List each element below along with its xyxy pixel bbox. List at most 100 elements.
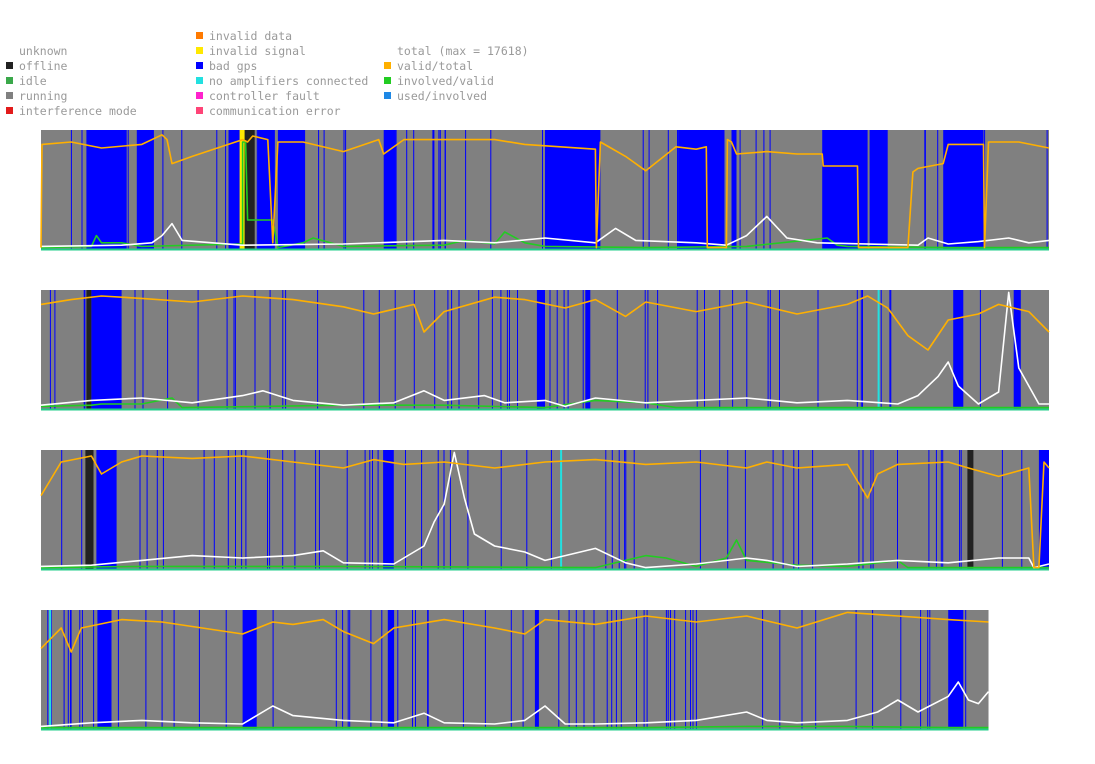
- bad-gps-marker: [685, 610, 687, 730]
- bad-gps-marker: [167, 290, 169, 410]
- bad-gps-marker: [509, 290, 510, 410]
- bad-gps-marker: [739, 130, 741, 250]
- bad-gps-marker: [83, 290, 85, 410]
- bad-gps-marker: [449, 450, 451, 570]
- bad-gps-marker: [732, 290, 734, 410]
- bad-gps-marker: [233, 290, 235, 410]
- legend-swatch: [6, 62, 13, 69]
- bad-gps-marker: [70, 130, 72, 250]
- bad-gps-marker: [567, 290, 569, 410]
- legend-label: running: [19, 89, 68, 103]
- bad-gps-marker: [443, 450, 445, 570]
- bad-gps-marker: [582, 290, 584, 410]
- bad-gps-marker: [625, 450, 627, 570]
- bad-gps-marker: [269, 290, 271, 410]
- bad-gps-marker: [234, 290, 236, 410]
- bad-gps-marker: [648, 130, 650, 250]
- bad-gps-marker: [696, 290, 698, 410]
- no-amplifiers-segment: [877, 290, 880, 410]
- bad-gps-marker: [924, 130, 926, 250]
- bad-gps-marker: [81, 610, 83, 730]
- bad-gps-marker: [872, 610, 874, 730]
- legend-item-total-max-17618-: total (max = 17618): [384, 44, 529, 59]
- bad-gps-marker: [506, 290, 508, 410]
- bad-gps-marker: [890, 290, 892, 410]
- bad-gps-marker: [636, 610, 637, 730]
- bad-gps-marker: [254, 290, 256, 410]
- bad-gps-marker: [719, 290, 721, 410]
- bad-gps-marker: [439, 130, 441, 250]
- bad-gps-marker: [517, 290, 518, 410]
- bad-gps-marker: [677, 130, 678, 250]
- bad-gps-marker: [920, 610, 922, 730]
- bad-gps-marker: [744, 450, 746, 570]
- bad-gps-marker: [522, 610, 524, 730]
- bad-gps-marker: [437, 450, 439, 570]
- bad-gps-marker: [346, 450, 348, 570]
- bad-gps-marker: [772, 450, 774, 570]
- legend-item-interference-mode: interference mode: [6, 104, 137, 119]
- bad-gps-segment: [387, 610, 394, 730]
- bad-gps-marker: [70, 610, 72, 730]
- bad-gps-marker: [406, 130, 408, 250]
- valid-total-line: [40, 455, 1050, 569]
- bad-gps-marker: [378, 290, 380, 410]
- bad-gps-marker: [965, 610, 967, 730]
- bad-gps-marker: [395, 130, 397, 250]
- bad-gps-marker: [347, 610, 349, 730]
- bad-gps-marker: [959, 450, 961, 570]
- bad-gps-marker: [397, 610, 399, 730]
- legend-swatch: [384, 77, 391, 84]
- bad-gps-segment: [91, 290, 122, 410]
- bad-gps-marker: [616, 290, 618, 410]
- bad-gps-marker: [606, 610, 608, 730]
- bad-gps-marker: [872, 450, 874, 570]
- bad-gps-marker: [779, 610, 781, 730]
- bad-gps-marker: [203, 450, 205, 570]
- bad-gps-marker: [940, 450, 942, 570]
- bad-gps-marker: [575, 610, 577, 730]
- bad-gps-segment: [822, 130, 868, 250]
- bad-gps-marker: [549, 290, 551, 410]
- legend-label: controller fault: [209, 89, 320, 103]
- bad-gps-marker: [345, 130, 347, 250]
- legend-item-communication-error: communication error: [196, 104, 341, 119]
- bad-gps-segment: [229, 130, 243, 250]
- bad-gps-marker: [256, 130, 258, 250]
- timeline-strip-2: [40, 290, 1050, 411]
- legend-swatch: [6, 107, 13, 114]
- bad-gps-marker: [146, 450, 148, 570]
- legend-item-valid-total: valid/total: [384, 59, 473, 74]
- bad-gps-marker: [117, 610, 119, 730]
- timeline-strip-4: [40, 610, 990, 731]
- bad-gps-marker: [216, 130, 218, 250]
- bad-gps-marker: [145, 610, 147, 730]
- legend-label: invalid data: [209, 29, 293, 43]
- total-line: [40, 681, 990, 728]
- bad-gps-marker: [779, 290, 780, 410]
- bad-gps-marker: [434, 290, 436, 410]
- bad-gps-marker: [383, 450, 385, 570]
- bad-gps-marker: [181, 130, 183, 250]
- bad-gps-marker: [63, 610, 65, 730]
- bad-gps-marker: [267, 450, 268, 570]
- bad-gps-marker: [605, 450, 607, 570]
- offline-segment: [86, 290, 92, 410]
- legend-item-involved-valid: involved/valid: [384, 74, 494, 89]
- bad-gps-marker: [667, 130, 669, 250]
- legend-label: bad gps: [209, 59, 258, 73]
- legend-item-idle: idle: [6, 74, 47, 89]
- legend-swatch: [196, 77, 203, 84]
- legend-label: unknown: [19, 44, 68, 58]
- bad-gps-marker: [558, 610, 560, 730]
- bad-gps-marker: [647, 290, 649, 410]
- timeline-strip-1: [40, 130, 1050, 251]
- bad-gps-segment: [585, 290, 591, 410]
- bad-gps-marker: [500, 450, 502, 570]
- bad-gps-marker: [173, 610, 175, 730]
- bad-gps-marker: [285, 290, 287, 410]
- bad-gps-marker: [657, 290, 659, 410]
- total-line: [40, 215, 1050, 248]
- bad-gps-marker: [490, 130, 492, 250]
- bad-gps-marker: [447, 290, 449, 410]
